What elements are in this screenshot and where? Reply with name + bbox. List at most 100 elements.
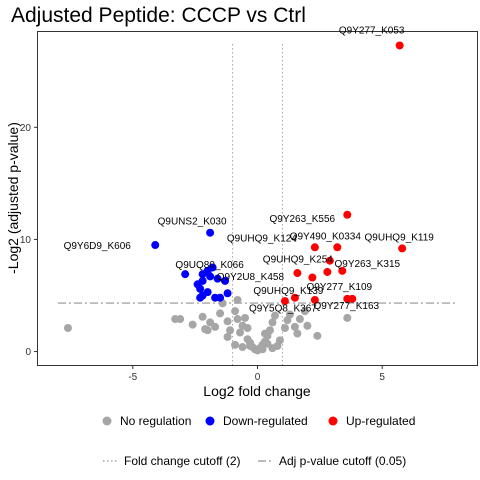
y-tick-label: 20 (20, 123, 32, 134)
down-regulated-point (203, 288, 212, 297)
down-regulated-point (181, 270, 190, 279)
up-regulated-point (325, 256, 334, 265)
no-regulation-point (216, 309, 225, 318)
x-axis-title: Log2 fold change (203, 383, 311, 399)
point-label: Q9UHQ9_K254 (263, 255, 333, 266)
point-label: Q9Y263_K556 (269, 214, 335, 225)
no-regulation-point (260, 329, 269, 338)
y-tick-label: 10 (20, 235, 32, 246)
point-label: Q9UHQ9_K124 (227, 233, 297, 244)
legend-line-label: Adj p-value cutoff (0.05) (279, 454, 406, 468)
point-label: Q9Y263_K315 (334, 259, 400, 270)
up-regulated-point (280, 297, 289, 306)
up-regulated-point (310, 243, 319, 252)
no-regulation-point (295, 315, 304, 324)
no-regulation-point (233, 315, 242, 324)
y-axis-title: -Log2 (adjusted p-value) (5, 122, 21, 274)
up-regulated-point (338, 266, 347, 275)
legend-lines: Fold change cutoff (2) Adj p-value cutoff… (103, 454, 406, 468)
up-regulated-point (348, 294, 357, 303)
no-regulation-point (231, 307, 240, 316)
no-regulation-point (275, 336, 284, 345)
point-label: Q9UQ80_K066 (175, 260, 244, 271)
no-regulation-point (268, 318, 277, 327)
chart-title: Adjusted Peptide: CCCP vs Ctrl (11, 4, 306, 27)
no-regulation-point (241, 313, 250, 322)
legend-line-label: Fold change cutoff (2) (124, 454, 241, 468)
no-regulation-point (268, 344, 277, 353)
no-regulation-point (270, 311, 279, 320)
no-regulation-point (300, 307, 309, 316)
x-tick-label: 0 (255, 372, 261, 383)
legend-groups: No regulation Down-regulated Up-regulated (102, 414, 415, 428)
no-regulation-point (280, 324, 289, 332)
no-regulation-point (243, 324, 252, 332)
no-regulation-point (176, 315, 185, 324)
point-label: Q9Y2U8_K458 (217, 272, 285, 283)
down-regulated-point (213, 274, 222, 283)
y-tick-label: 0 (25, 347, 31, 358)
legend-label: Up-regulated (346, 414, 415, 428)
no-regulation-point (313, 331, 322, 340)
legend-swatch (102, 416, 112, 426)
up-regulated-point (308, 273, 317, 282)
point-label: Q9Y5Q8_K367 (249, 304, 317, 315)
up-regulated-point (293, 269, 302, 278)
down-regulated-point (196, 293, 205, 302)
no-regulation-point (285, 310, 294, 319)
point-label: Q9UHQ9_K119 (365, 232, 435, 243)
legend-swatch (205, 416, 215, 426)
down-regulated-point (151, 241, 160, 250)
no-regulation-point (63, 324, 72, 332)
up-regulated-point (333, 243, 342, 252)
point-label: Q9UHQ9_K139 (253, 286, 323, 297)
no-regulation-point (223, 332, 232, 341)
down-regulated-point (206, 272, 215, 281)
up-regulated-point (398, 244, 407, 253)
point-label: Q9Y277_K163 (313, 301, 379, 312)
point-labels: Q9Y277_K053Q9Y263_K556Q9UNS2_K030Q9UHQ9_… (64, 25, 435, 314)
point-label: Q9Y277_K109 (306, 282, 372, 293)
axes: -5 0 5 0 10 20 (20, 123, 386, 383)
down-regulated-point (208, 263, 217, 272)
cutoff-lines (58, 44, 457, 365)
down-regulated-point (198, 276, 207, 285)
down-regulated-point (221, 276, 230, 285)
no-regulation-point (211, 322, 220, 331)
up-regulated-point (290, 293, 299, 302)
legend-label: No regulation (120, 414, 191, 428)
no-regulation-point (303, 321, 312, 330)
data-points (63, 41, 407, 355)
point-label: Q9Y6D9_K606 (64, 241, 132, 252)
no-regulation-point (238, 343, 247, 352)
legend-swatch (328, 416, 338, 426)
up-regulated-point (310, 295, 319, 304)
x-tick-label: -5 (128, 372, 137, 383)
point-label: Q9Y277_K053 (339, 25, 405, 36)
up-regulated-point (395, 41, 404, 50)
no-regulation-point (233, 295, 242, 304)
point-label: Q9Y490_K0334 (290, 231, 362, 242)
legend-label: Down-regulated (223, 414, 308, 428)
no-regulation-point (236, 328, 245, 337)
no-regulation-point (188, 320, 197, 329)
x-tick-label: 5 (379, 372, 385, 383)
no-regulation-point (258, 345, 267, 354)
no-regulation-point (231, 340, 240, 349)
no-regulation-point (343, 313, 352, 322)
point-label: Q9UNS2_K030 (158, 217, 227, 228)
no-regulation-point (290, 322, 299, 331)
up-regulated-point (343, 210, 352, 219)
down-regulated-point (223, 289, 232, 298)
up-regulated-point (323, 267, 332, 276)
down-regulated-point (216, 293, 225, 302)
no-regulation-point (293, 329, 302, 338)
no-regulation-point (223, 317, 232, 326)
no-regulation-point (226, 326, 235, 335)
no-regulation-point (203, 326, 212, 335)
no-regulation-point (198, 312, 207, 321)
down-regulated-point (196, 284, 205, 293)
down-regulated-point (206, 228, 215, 237)
no-regulation-point (246, 341, 255, 350)
